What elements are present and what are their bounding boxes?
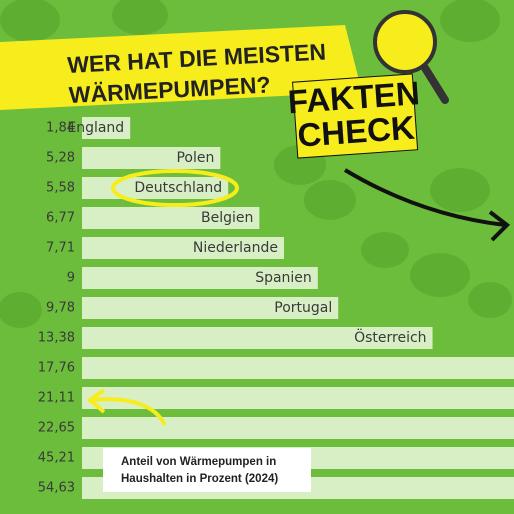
value-label: 54,63 (38, 481, 75, 496)
arrow (91, 397, 167, 426)
bar (82, 357, 514, 379)
magnifier-handle (421, 64, 449, 104)
value-label: 9,78 (46, 301, 75, 316)
category-label: Portugal (274, 300, 332, 316)
note: Anteil von Wärmepumpen in (121, 456, 276, 468)
note: Haushalten in Prozent (2024) (121, 473, 278, 485)
value-label: 13,38 (38, 331, 75, 346)
title-band (0, 25, 362, 110)
bar (82, 117, 131, 139)
category-label: Niederlande (193, 240, 278, 256)
category-label: England (67, 120, 124, 136)
bar (82, 327, 433, 349)
value-label: 5,58 (46, 181, 75, 196)
badge-text: CHECK (296, 109, 416, 154)
decor-bubbles (0, 0, 512, 328)
arrow (343, 168, 506, 227)
bar (82, 147, 221, 169)
value-label: 6,77 (46, 211, 75, 226)
note-box (103, 448, 311, 492)
value-label: 5,28 (46, 151, 75, 166)
magnifier (373, 10, 437, 74)
bar (82, 387, 514, 409)
bar (82, 237, 285, 259)
category-label: Österreich (354, 328, 426, 346)
bar (82, 267, 318, 289)
value-label: 17,76 (38, 361, 75, 376)
value-label: 7,71 (46, 241, 75, 256)
value-label: 1,84 (46, 121, 75, 136)
value-label: 45,21 (38, 451, 75, 466)
highlight (111, 169, 239, 207)
value-label: 21,11 (38, 391, 75, 406)
value-label: 9 (67, 271, 75, 286)
category-label: Polen (176, 150, 214, 166)
badge-text: FAKTEN (287, 74, 421, 120)
arrow-head (488, 210, 511, 242)
value-label: 22,65 (38, 421, 75, 436)
category-label: Belgien (201, 210, 253, 226)
bar (82, 297, 339, 319)
badge (292, 73, 419, 159)
bar (82, 417, 514, 439)
bar (82, 207, 260, 229)
arrow-head (86, 388, 106, 414)
category-label: Spanien (255, 270, 312, 286)
category-label: Deutschland (134, 180, 222, 196)
